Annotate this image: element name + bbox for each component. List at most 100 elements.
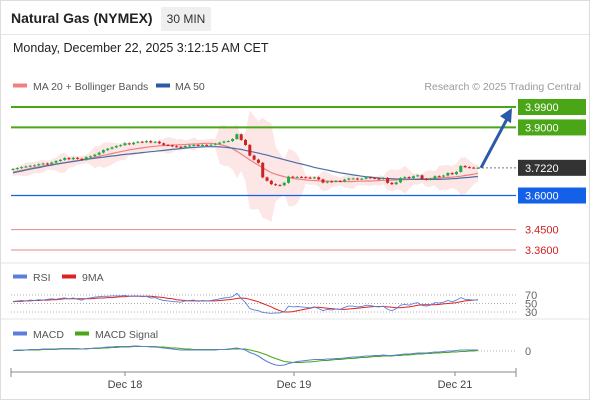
candle-body	[442, 175, 446, 177]
x-axis-tick-label: Dec 21	[438, 379, 473, 391]
candle-body	[110, 147, 114, 149]
candle-body	[317, 177, 321, 180]
candle-body	[330, 181, 334, 183]
resistance-label-box	[518, 119, 586, 136]
candle-body	[399, 178, 402, 183]
candle-body	[355, 178, 359, 180]
candle-body	[58, 159, 62, 162]
candle-body	[338, 180, 342, 182]
candle-body	[149, 141, 153, 143]
candle-body	[231, 139, 235, 142]
candles	[11, 133, 480, 187]
candle-body	[295, 176, 299, 178]
candle-body	[256, 159, 260, 163]
rsi-9ma-line	[12, 295, 479, 313]
candle-body	[188, 145, 192, 147]
macd-signal-legend-label: MACD Signal	[95, 329, 158, 341]
candle-body	[454, 171, 458, 175]
candle-body	[274, 184, 278, 186]
candle-body	[162, 143, 166, 145]
candle-body	[351, 178, 355, 180]
candle-body	[93, 154, 97, 157]
candle-body	[222, 141, 226, 143]
ma20-legend-swatch	[13, 83, 27, 88]
candle-body	[54, 161, 58, 163]
candle-body	[67, 158, 71, 160]
resistance-label: 3.9900	[525, 102, 559, 114]
candle-body	[386, 178, 390, 183]
candle-body	[45, 163, 49, 165]
copyright-label: Research © 2025 Trading Central	[424, 81, 581, 93]
candle-body	[97, 152, 101, 155]
candle-body	[467, 167, 471, 169]
candle-body	[411, 176, 415, 179]
candle-body	[144, 141, 148, 143]
candle-body	[226, 141, 230, 143]
rsi-ma-legend-swatch	[62, 274, 76, 279]
candle-body	[123, 143, 127, 146]
candle-body	[28, 165, 32, 167]
candle-body	[476, 167, 480, 169]
candle-body	[308, 177, 312, 179]
rsi-legend-swatch	[13, 274, 27, 279]
candle-body	[403, 177, 407, 179]
forecast-arrow	[479, 108, 512, 169]
candle-body	[11, 168, 15, 170]
candle-body	[291, 176, 295, 178]
candle-body	[463, 166, 467, 168]
rsi-line	[12, 292, 478, 314]
macd-legend-swatch	[13, 331, 27, 336]
candle-body	[312, 177, 316, 179]
candle-body	[390, 182, 394, 185]
forecast-arrow-head	[500, 108, 512, 124]
x-axis: Dec 18 Dec 19 Dec 21	[10, 368, 517, 391]
candle-body	[252, 155, 256, 160]
candle-body	[179, 146, 183, 148]
candle-body	[200, 144, 204, 146]
candle-body	[153, 141, 157, 143]
macd-tick-label: 0	[525, 346, 531, 358]
candle-body	[239, 134, 243, 140]
candle-body	[377, 178, 381, 180]
candle-body	[381, 178, 385, 180]
candle-body	[321, 179, 325, 183]
candle-body	[433, 176, 437, 179]
instrument-title: Natural Gas (NYMEX)	[11, 10, 153, 26]
candle-body	[218, 142, 222, 144]
candle-body	[299, 176, 303, 178]
candle-body	[183, 146, 187, 148]
candle-body	[437, 176, 441, 178]
datetime-label: Monday, December 22, 2025 3:12:15 AM CET	[13, 41, 269, 55]
candle-body	[459, 166, 463, 172]
resistance-label: 3.9000	[525, 122, 559, 134]
resistance-label-box	[518, 99, 586, 115]
candle-body	[209, 144, 213, 146]
price-levels: 3.9900 3.9000 3.7220 3.6000 3.4500 3.3600	[11, 99, 586, 257]
candle-body	[407, 177, 411, 179]
candle-body	[196, 144, 200, 146]
candle-body	[170, 145, 174, 147]
candle-body	[287, 176, 291, 183]
candle-body	[157, 141, 161, 144]
macd-line	[12, 345, 478, 367]
candle-body	[37, 164, 41, 166]
candle-body	[132, 142, 136, 145]
candle-body	[265, 177, 269, 181]
candle-body	[71, 157, 75, 160]
candle-body	[127, 143, 131, 145]
timeframe-selector[interactable]: 30 MIN	[161, 7, 211, 31]
rsi-tick-label: 50	[525, 299, 537, 311]
secondary-support-label: 3.4500	[525, 225, 559, 237]
candle-body	[450, 173, 454, 175]
macd-legend-label: MACD	[33, 329, 64, 341]
candle-body	[334, 180, 338, 182]
candle-body	[140, 141, 144, 143]
candle-body	[394, 182, 398, 185]
candle-body	[472, 167, 476, 169]
secondary-support-label: 3.3600	[525, 245, 559, 257]
candle-body	[192, 144, 196, 146]
rsi-legend-label: RSI	[33, 272, 51, 284]
ma50-legend-swatch	[156, 83, 170, 88]
candle-body	[373, 177, 377, 179]
candle-body	[106, 148, 110, 151]
